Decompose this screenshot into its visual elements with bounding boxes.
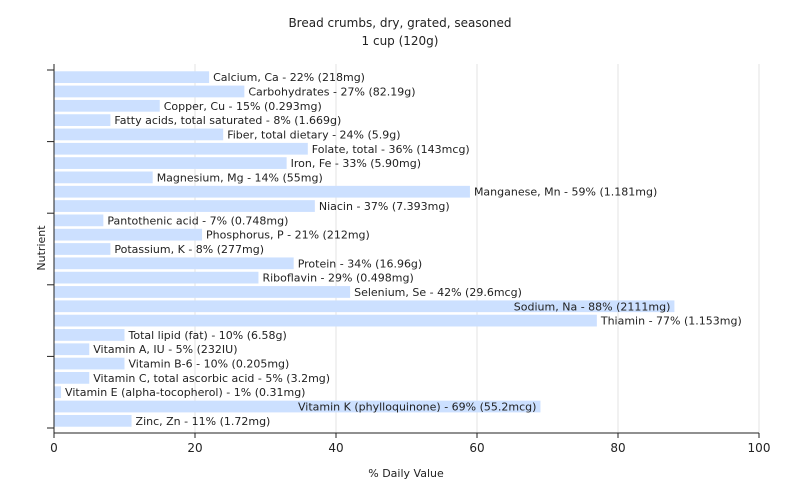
bar-label: Manganese, Mn - 59% (1.181mg) (474, 186, 657, 199)
bar-label: Carbohydrates - 27% (82.19g) (248, 85, 415, 98)
bar (54, 400, 541, 413)
bar (54, 257, 294, 270)
axes (53, 64, 759, 434)
bar (54, 243, 111, 255)
y-ticks (47, 69, 54, 429)
bar-label: Magnesium, Mg - 14% (55mg) (157, 171, 323, 184)
bar-label: Vitamin E (alpha-tocopherol) - 1% (0.31m… (65, 386, 305, 399)
bar-label: Zinc, Zn - 11% (1.72mg) (136, 415, 271, 428)
x-tick-label: 80 (610, 441, 625, 455)
bar-label: Iron, Fe - 33% (5.90mg) (291, 157, 421, 170)
bar (54, 357, 125, 370)
x-tick-label: 100 (748, 441, 771, 455)
bar (54, 300, 675, 313)
bar (54, 185, 470, 198)
bar (54, 343, 90, 356)
x-tick-label: 20 (187, 441, 202, 455)
x-tick-label: 0 (50, 441, 58, 455)
bar-label: Total lipid (fat) - 10% (6.58g) (128, 329, 287, 342)
bar (54, 372, 90, 384)
bar (54, 99, 160, 112)
y-axis-label: Nutrient (35, 225, 48, 271)
chart-title: Bread crumbs, dry, grated, seasoned (288, 16, 511, 30)
bar (54, 314, 597, 327)
bar-label: Vitamin A, IU - 5% (232IU) (93, 343, 237, 356)
bar-label: Folate, total - 36% (143mcg) (312, 143, 470, 156)
bar (54, 114, 111, 126)
x-ticks: 0 20 40 60 80 100 (50, 433, 770, 455)
bar-label: Calcium, Ca - 22% (218mg) (213, 71, 365, 84)
bar (54, 142, 308, 155)
bar-label: Sodium, Na - 88% (2111mg) (514, 300, 671, 313)
bar (54, 414, 132, 427)
x-axis-label: % Daily Value (368, 467, 444, 480)
bar (54, 329, 125, 341)
bar (54, 200, 315, 212)
bar-label: Thiamin - 77% (1.153mg) (600, 315, 742, 328)
bar (54, 286, 351, 298)
bar (54, 214, 104, 227)
bar (54, 157, 287, 169)
bar-label: Pantothenic acid - 7% (0.748mg) (107, 214, 288, 227)
bar-label: Phosphorus, P - 21% (212mg) (206, 229, 370, 242)
bar-label: Riboflavin - 29% (0.498mg) (262, 272, 413, 285)
bar (54, 71, 210, 84)
bar-label: Protein - 34% (16.96g) (298, 257, 423, 270)
x-tick-label: 40 (328, 441, 343, 455)
chart-subtitle: 1 cup (120g) (362, 34, 439, 48)
bar (54, 271, 259, 284)
grid-lines (194, 64, 760, 433)
bar-label: Vitamin B-6 - 10% (0.205mg) (129, 358, 290, 371)
bar-label: Niacin - 37% (7.393mg) (319, 200, 450, 213)
bar-label: Vitamin C, total ascorbic acid - 5% (3.2… (93, 372, 330, 385)
bar (54, 171, 153, 184)
bar-label: Fatty acids, total saturated - 8% (1.669… (114, 114, 341, 127)
bar (54, 128, 224, 141)
bar-label: Selenium, Se - 42% (29.6mcg) (354, 286, 522, 299)
bar (54, 386, 62, 399)
bar (54, 85, 245, 98)
bars: Calcium, Ca - 22% (218mg)Carbohydrates -… (54, 71, 742, 428)
bar-label: Copper, Cu - 15% (0.293mg) (164, 100, 322, 113)
bar-label: Potassium, K - 8% (277mg) (114, 243, 264, 256)
bar (54, 228, 203, 241)
bar-label: Vitamin K (phylloquinone) - 69% (55.2mcg… (298, 401, 536, 414)
bar-label: Fiber, total dietary - 24% (5.9g) (227, 128, 400, 141)
x-tick-label: 60 (469, 441, 484, 455)
